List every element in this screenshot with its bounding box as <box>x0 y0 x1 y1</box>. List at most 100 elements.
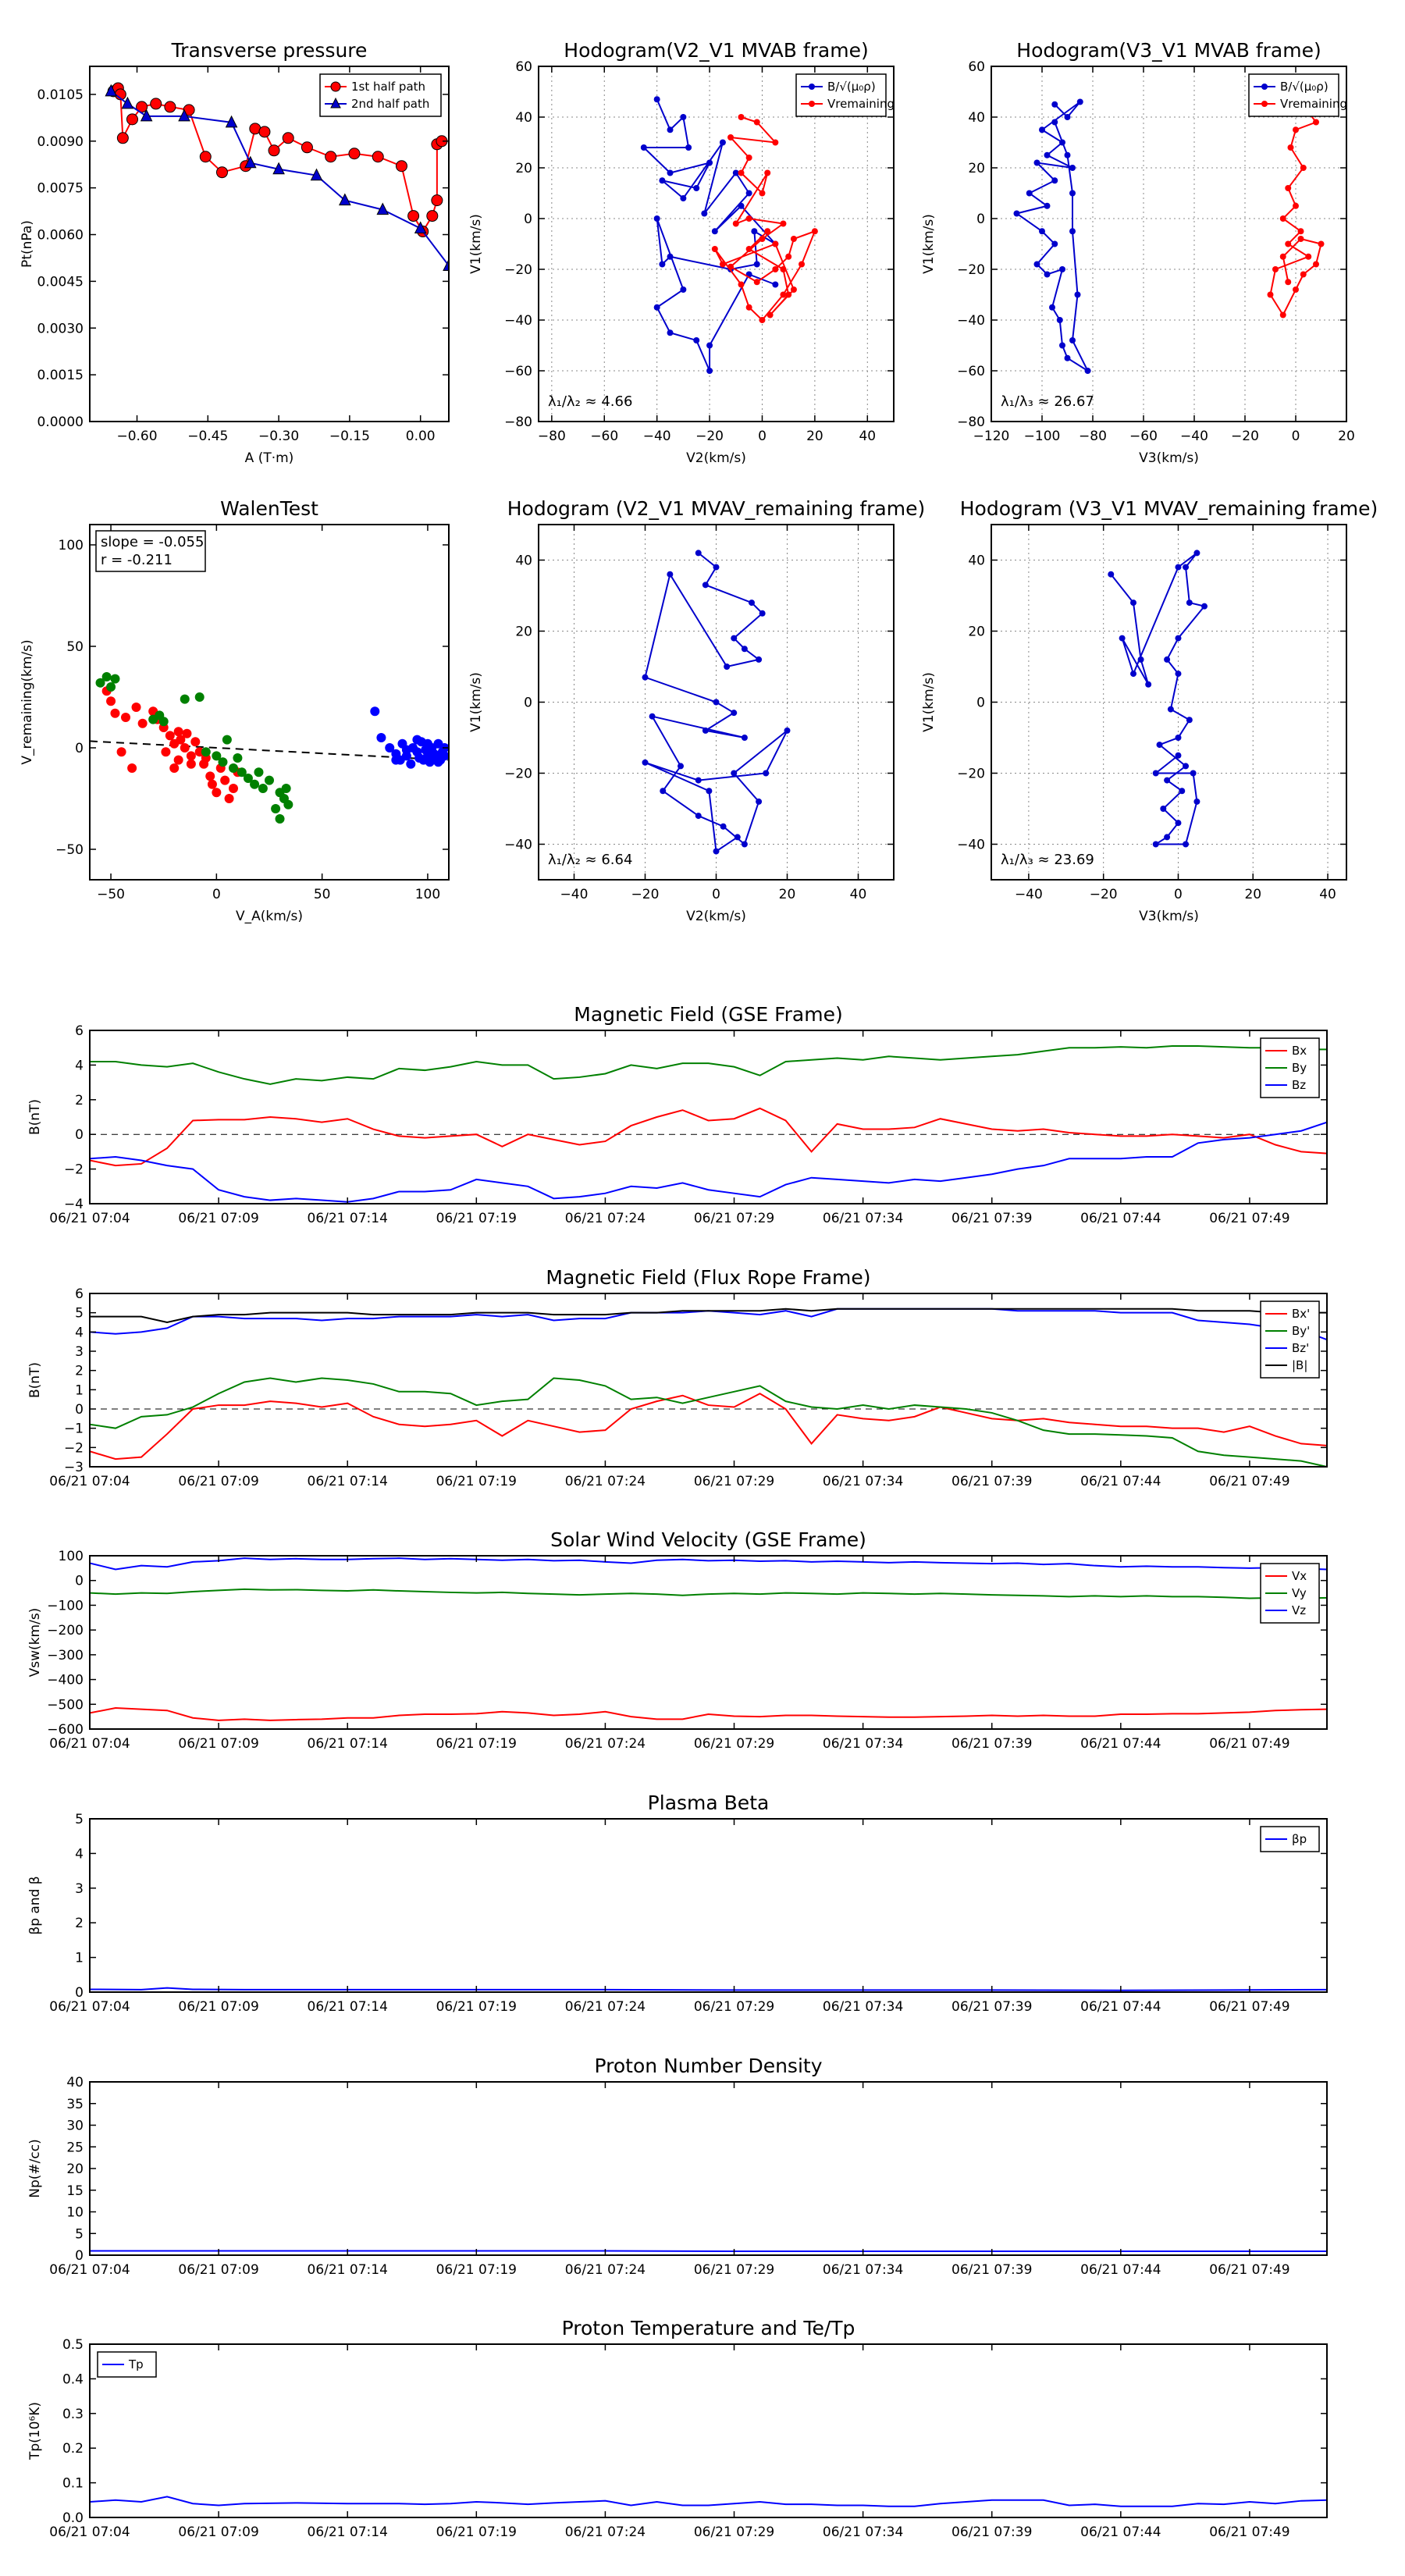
x-axis-label: V_A(km/s) <box>236 909 303 924</box>
data-point <box>1300 165 1307 171</box>
panel-p4: −50 0 50 100 −50 0 50 100 WalenTest V_A(km/s) V_re… <box>20 497 450 924</box>
data-point <box>370 706 380 717</box>
x-tick-label: 20 <box>1244 887 1261 902</box>
y-tick-label: 4 <box>75 1846 84 1862</box>
y-axis-label: V1(km/s) <box>921 672 937 732</box>
data-point <box>283 799 293 809</box>
data-point <box>711 228 718 235</box>
legend-label: B/√(μ₀ρ) <box>1280 80 1329 94</box>
data-point <box>1190 770 1197 777</box>
x-tick-label: −50 <box>97 887 125 902</box>
y-tick-label: 40 <box>968 110 985 126</box>
y-tick-label: 40 <box>968 553 985 569</box>
data-point <box>678 763 684 770</box>
panel-p2: −80 −60 −40 −20 0 20 40 −80 −60 −40 −20 0 20 40 60 Hodo… <box>468 39 895 466</box>
data-point <box>178 109 190 122</box>
axes-frame <box>89 524 450 881</box>
y-tick-label: −300 <box>47 1648 84 1663</box>
x-tick-label: 06/21 07:19 <box>436 1211 517 1226</box>
data-point <box>1293 126 1299 133</box>
data-point <box>199 151 212 163</box>
x-tick-label: 06/21 07:44 <box>1080 2524 1161 2540</box>
legend: 1st half path 2nd half path <box>319 73 442 117</box>
data-point <box>1285 279 1292 286</box>
data-point <box>237 767 247 777</box>
data-point <box>1130 671 1136 678</box>
data-point <box>401 745 411 755</box>
y-tick-label: 20 <box>515 161 532 176</box>
data-point <box>1297 236 1304 242</box>
y-tick-label: −2 <box>64 1440 84 1456</box>
x-tick-label: 06/21 07:14 <box>308 2262 388 2278</box>
y-tick-label: 2 <box>75 1916 84 1931</box>
data-point <box>741 841 748 848</box>
data-point <box>653 96 660 103</box>
data-point <box>190 737 201 747</box>
axes-frame <box>89 1818 1328 1993</box>
x-axis-label: V3(km/s) <box>1139 909 1199 924</box>
data-point <box>1313 119 1319 126</box>
data-point <box>348 148 361 160</box>
data-point <box>706 342 713 349</box>
legend-label: Bz <box>1292 1078 1306 1092</box>
y-tick-label: 6 <box>75 1023 84 1039</box>
plot-area <box>90 2250 1327 2253</box>
data-point <box>1201 603 1208 610</box>
x-tick-label: 20 <box>779 887 796 902</box>
data-point <box>1285 240 1292 247</box>
data-point <box>372 151 384 163</box>
x-tick-label: 06/21 07:09 <box>178 1211 258 1226</box>
data-point <box>1160 806 1167 812</box>
axes-frame <box>89 1030 1328 1204</box>
data-point <box>756 798 763 805</box>
data-point <box>121 96 134 109</box>
y-tick-label: 15 <box>66 2183 84 2199</box>
x-tick-label: 06/21 07:39 <box>951 1474 1032 1489</box>
x-tick-label: 06/21 07:29 <box>694 2524 774 2540</box>
axes-frame <box>89 66 450 422</box>
legend-marker <box>1261 101 1268 107</box>
x-tick-label: 06/21 07:49 <box>1209 2262 1289 2278</box>
data-point <box>1069 337 1076 343</box>
data-point <box>426 210 439 222</box>
data-point <box>759 190 766 197</box>
y-tick-label: −100 <box>47 1598 84 1614</box>
y-axis-label: B(nT) <box>27 1362 43 1398</box>
y-tick-label: 20 <box>968 624 985 640</box>
data-point <box>1183 564 1190 571</box>
data-point <box>180 743 190 753</box>
x-tick-label: 06/21 07:04 <box>49 1736 130 1752</box>
data-point <box>1033 261 1040 268</box>
y-tick-label: 0 <box>75 1985 84 2001</box>
legend-label: Vx <box>1292 1569 1307 1583</box>
x-tick-label: 06/21 07:14 <box>308 1999 388 2015</box>
data-point <box>764 169 771 176</box>
data-point <box>116 132 129 144</box>
y-tick-label: 5 <box>75 1812 84 1827</box>
y-tick-label: 2 <box>75 1364 84 1379</box>
data-point <box>106 696 116 706</box>
data-point <box>1164 834 1171 841</box>
data-point <box>749 600 755 607</box>
data-point <box>713 848 720 855</box>
data-point <box>254 767 264 777</box>
data-point <box>406 759 416 769</box>
x-tick-label: 06/21 07:04 <box>49 1999 130 2015</box>
data-point <box>272 162 285 175</box>
y-tick-label: −400 <box>47 1673 84 1688</box>
data-point <box>205 771 215 781</box>
y-tick-label: −20 <box>957 767 985 782</box>
data-point <box>414 221 427 234</box>
y-tick-label: −20 <box>957 262 985 278</box>
x-tick-label: −40 <box>643 429 671 444</box>
data-point <box>229 784 238 793</box>
data-point <box>745 155 752 161</box>
panel-p8: 06/21 07:04 06/21 07:09 06/21 07:14 06/21 0… <box>27 1266 1328 1489</box>
y-tick-label: 0.0 <box>62 2510 84 2526</box>
data-point <box>772 240 779 247</box>
x-tick-label: 0 <box>758 429 767 444</box>
legend-label: Bz' <box>1292 1341 1309 1355</box>
data-point <box>282 132 294 144</box>
axes-frame <box>538 66 895 422</box>
legend-marker <box>809 84 815 90</box>
